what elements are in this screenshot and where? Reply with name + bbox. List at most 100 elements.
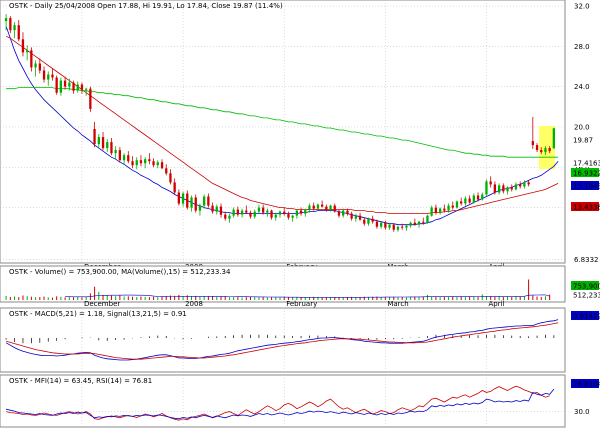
candle-body (295, 210, 298, 216)
candle-body (375, 221, 379, 227)
candle-body (186, 193, 189, 208)
candle-body (131, 161, 134, 166)
candle-body (417, 221, 421, 225)
x-month-label-lower: December (84, 300, 120, 308)
price-value-label: 17.4163 (573, 160, 600, 168)
rsi-line (6, 388, 555, 420)
price-value-labels: 19.87 17.4163 16.9322 15.1943 13.4336 (571, 135, 600, 212)
macd-panel-frame (0, 307, 566, 373)
candle-body (544, 148, 547, 153)
candle-body (409, 222, 412, 226)
candle-body (287, 213, 290, 218)
mfi-chart-title: OSTK - MFI(14) = 63.45, RSI(14) = 76.81 (9, 377, 152, 385)
price-y-axis: 32.028.024.020.016.012.06.8332 (574, 3, 599, 265)
price-value-label-bg (571, 135, 599, 144)
candle-body (464, 198, 467, 204)
candle-body (346, 210, 349, 214)
price-value-label-bg (571, 181, 599, 190)
mfi-rsi-lines (6, 385, 555, 421)
price-value-label: 13.4336 (573, 204, 600, 212)
candle-body (59, 80, 62, 93)
candle-body (114, 150, 117, 154)
price-y-tick: 24.0 (574, 83, 590, 91)
candle-body (527, 182, 530, 185)
macd-value-labels: 0.914222 (571, 311, 600, 321)
candle-body (405, 225, 408, 228)
candle-body (350, 213, 353, 219)
price-chart-title: OSTK - Daily 25/04/2008 Open 17.88, Hi 1… (9, 2, 283, 10)
volume-value-label: 512,233 (573, 292, 600, 300)
candle-body (85, 88, 88, 90)
candle-body (76, 84, 79, 91)
candle-body (215, 206, 218, 212)
macd-chart-title: OSTK - MACD(5,21) = 1.18, Signal(13,21,5… (9, 310, 187, 318)
candle-body (122, 155, 126, 161)
price-value-label: 19.87 (573, 137, 593, 145)
volume-value-label: 753,900 (573, 283, 600, 291)
mfi-value-label-bg (571, 379, 599, 388)
candle-body (68, 82, 71, 87)
candle-body (329, 205, 332, 210)
price-y-tick: 28.0 (574, 43, 590, 51)
highlight-box (539, 126, 555, 169)
price-value-label-bg (571, 168, 599, 177)
price-value-label: 16.9322 (573, 170, 600, 178)
candle-body (30, 50, 33, 68)
candle-body (388, 224, 391, 228)
candle-body (177, 192, 180, 204)
candle-body (51, 74, 54, 78)
candle-body (291, 215, 294, 218)
candle-body (316, 204, 320, 209)
candle-body (160, 162, 164, 169)
volume-grid (81, 266, 487, 302)
candle-body (89, 88, 92, 109)
price-y-tick: 6.8332 (574, 256, 599, 264)
mfi-rsi-panel: 30.0 76.8104 OSTK - MFI(14) = 63.45, RSI… (0, 374, 600, 428)
x-month-labels-2: December 2008 February March April (84, 300, 505, 308)
mfi-value-labels: 76.8104 (571, 379, 600, 389)
candle-body (55, 77, 58, 93)
price-ma-lines (5, 26, 559, 226)
candle-body (312, 205, 315, 209)
price-y-tick: 20.0 (574, 124, 590, 132)
candle-body (426, 215, 429, 223)
candle-body (190, 197, 193, 208)
candle-body (401, 226, 404, 228)
candle-body (34, 63, 37, 68)
candle-body (283, 211, 286, 214)
candle-body (430, 207, 433, 216)
candle-body (249, 212, 252, 217)
price-value-label-bg (571, 158, 599, 167)
candle-body (173, 182, 176, 193)
price-panel: 32.028.024.020.016.012.06.8332 19.8717.4… (0, 0, 600, 271)
volume-value-label-bg (571, 290, 599, 299)
macd-value-label-bg (571, 311, 599, 320)
mfi-y-tick: 30.0 (574, 408, 590, 416)
candle-body (80, 84, 84, 90)
candle-body (203, 196, 206, 206)
candle-body (413, 222, 416, 225)
candle-body (481, 194, 484, 200)
candle-body (510, 187, 513, 190)
candle-body (228, 215, 231, 219)
candle-body (472, 195, 475, 203)
candle-body (434, 207, 437, 213)
candle-body (278, 211, 282, 215)
candle-body (447, 205, 450, 211)
price-y-tick: 32.0 (574, 3, 590, 11)
candle-body (106, 142, 109, 149)
candle-body (380, 222, 383, 227)
candle-body (219, 206, 223, 215)
signal-line (5, 322, 559, 360)
macd-value-label: 0.914222 (573, 313, 600, 321)
candle-body (38, 63, 41, 71)
candle-body (257, 207, 261, 212)
candle-body (485, 181, 488, 195)
volume-value-label-bg (571, 281, 599, 290)
candle-body (342, 210, 345, 216)
candle-body (270, 210, 273, 218)
candle-body (93, 129, 96, 145)
